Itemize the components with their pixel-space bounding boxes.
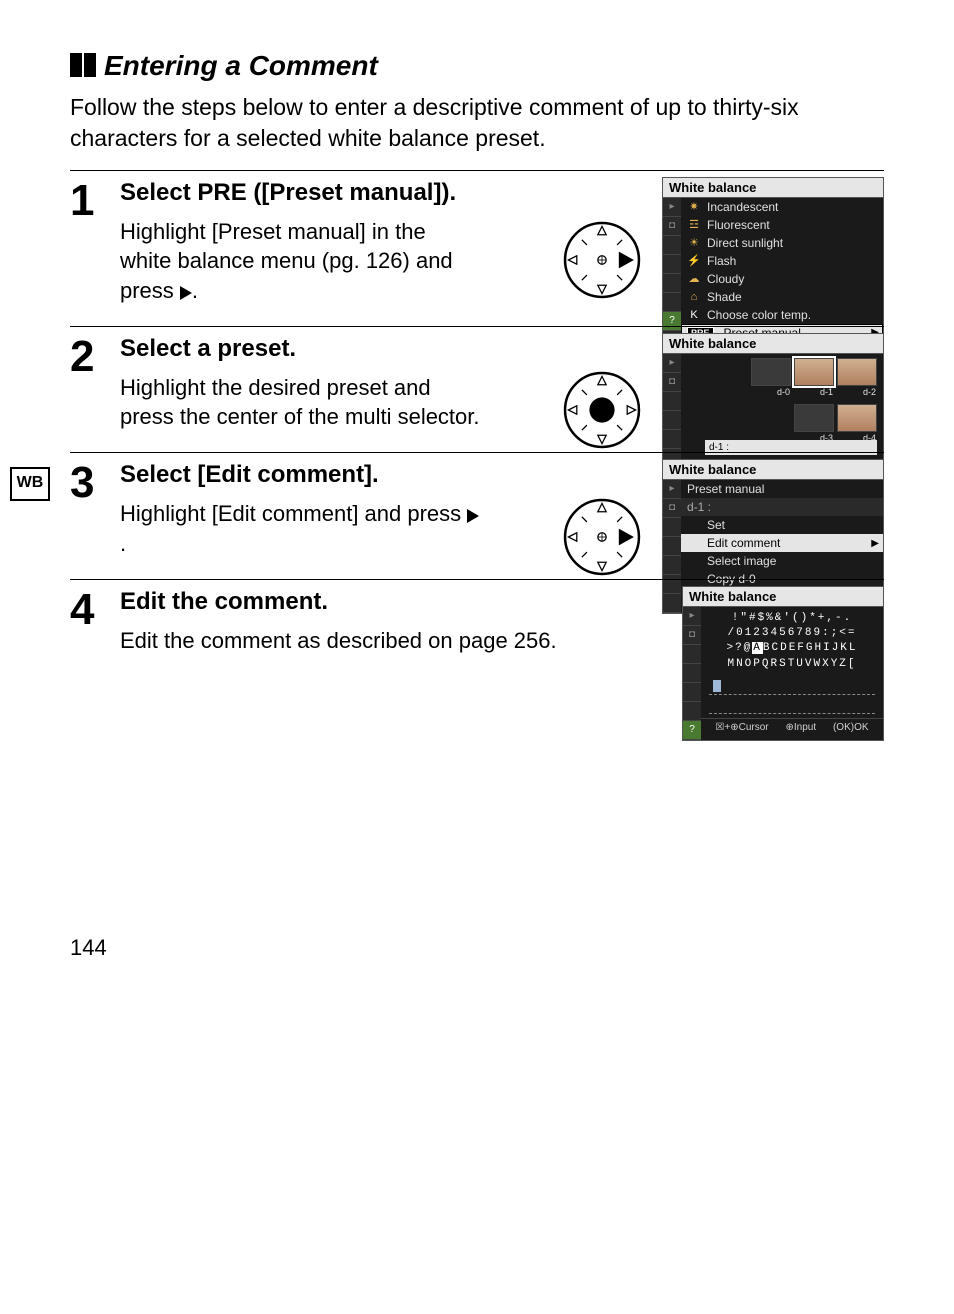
wb-badge-icon: WB: [10, 467, 50, 501]
step-number: 2: [70, 335, 120, 432]
text-entry-field: [709, 699, 875, 714]
page-number: 144: [70, 935, 884, 961]
right-arrow-icon: ▶: [871, 538, 879, 549]
menu-side-icons: ▸◘?: [663, 198, 681, 342]
multi-selector-dial: [560, 218, 644, 302]
step-1: 1 Select PRE ([Preset manual]). Highligh…: [70, 170, 884, 326]
menu-row-shade: ⌂Shade: [681, 288, 883, 306]
step-4: 4 Edit the comment. Edit the comment as …: [70, 579, 884, 676]
right-arrow-icon: [467, 509, 479, 523]
preset-thumb-d0: d-0: [751, 358, 791, 386]
step-text: Highlight [Edit comment] and press .: [120, 499, 480, 558]
camera-menu-wb-list: White balance ▸◘? ✷Incandescent ☲Fluores…: [662, 177, 884, 343]
menu-header: White balance: [663, 178, 883, 198]
step-number: 1: [70, 179, 120, 306]
right-arrow-icon: [180, 286, 192, 300]
step-text: Highlight [Preset manual] in the white b…: [120, 217, 480, 306]
menu-row-select-image: Select image: [681, 552, 883, 570]
fluorescent-icon: ☲: [687, 218, 701, 231]
menu-header: White balance: [663, 460, 883, 480]
menu-row-colortemp: KChoose color temp.: [681, 306, 883, 324]
menu-row-fluorescent: ☲Fluorescent: [681, 216, 883, 234]
menu-header: White balance: [663, 334, 883, 354]
intro-text: Follow the steps below to enter a descri…: [70, 92, 884, 154]
char-highlight: A: [752, 642, 763, 654]
menu-row-cloudy: ☁Cloudy: [681, 270, 883, 288]
camera-menu-char-entry: White balance ▸◘? !"#$%&'()*+,-. /012345…: [682, 586, 884, 741]
menu-subheader: Preset manual: [681, 480, 883, 498]
preset-thumb-d4: d-4: [837, 404, 877, 432]
preset-thumb-d3: d-3: [794, 404, 834, 432]
menu-footer: ☒+⊕Cursor ⊕Input (OK)OK: [701, 718, 883, 736]
preset-row-label: d-1 :: [681, 498, 883, 516]
step-text: Highlight the desired preset and press t…: [120, 373, 480, 432]
character-grid: !"#$%&'()*+,-. /0123456789:;<= >?@ABCDEF…: [701, 607, 883, 677]
step-2: 2 Select a preset. Highlight the desired…: [70, 326, 884, 452]
menu-row-sunlight: ☀Direct sunlight: [681, 234, 883, 252]
thumbnail-row: d-0 d-1 d-2: [681, 354, 883, 388]
menu-row-flash: ⚡Flash: [681, 252, 883, 270]
multi-selector-dial: [560, 495, 644, 579]
menu-row-incandescent: ✷Incandescent: [681, 198, 883, 216]
multi-selector-dial: [560, 368, 644, 452]
shade-icon: ⌂: [687, 291, 701, 303]
step-number: 3: [70, 461, 120, 558]
preset-thumb-d1: d-1: [794, 358, 834, 386]
incandescent-icon: ✷: [687, 200, 701, 213]
step-text: Edit the comment as described on page 25…: [120, 626, 580, 656]
flash-icon: ⚡: [687, 254, 701, 267]
menu-row-edit-comment: Edit comment▶: [681, 534, 883, 552]
title-bars-icon: [70, 52, 98, 84]
preset-thumb-d2: d-2: [837, 358, 877, 386]
thumbnail-row: d-3 d-4: [681, 400, 883, 434]
section-title: Entering a Comment: [70, 50, 884, 84]
text-entry-field: [709, 680, 875, 695]
kelvin-icon: K: [687, 309, 701, 321]
cloudy-icon: ☁: [687, 272, 701, 285]
step-number: 4: [70, 588, 120, 656]
step-3: WB 3 Select [Edit comment]. Highlight [E…: [70, 452, 884, 578]
sunlight-icon: ☀: [687, 236, 701, 249]
menu-header: White balance: [683, 587, 883, 607]
cursor-icon: [713, 680, 721, 692]
menu-row-set: Set: [681, 516, 883, 534]
menu-side-icons: ▸◘?: [683, 607, 701, 740]
